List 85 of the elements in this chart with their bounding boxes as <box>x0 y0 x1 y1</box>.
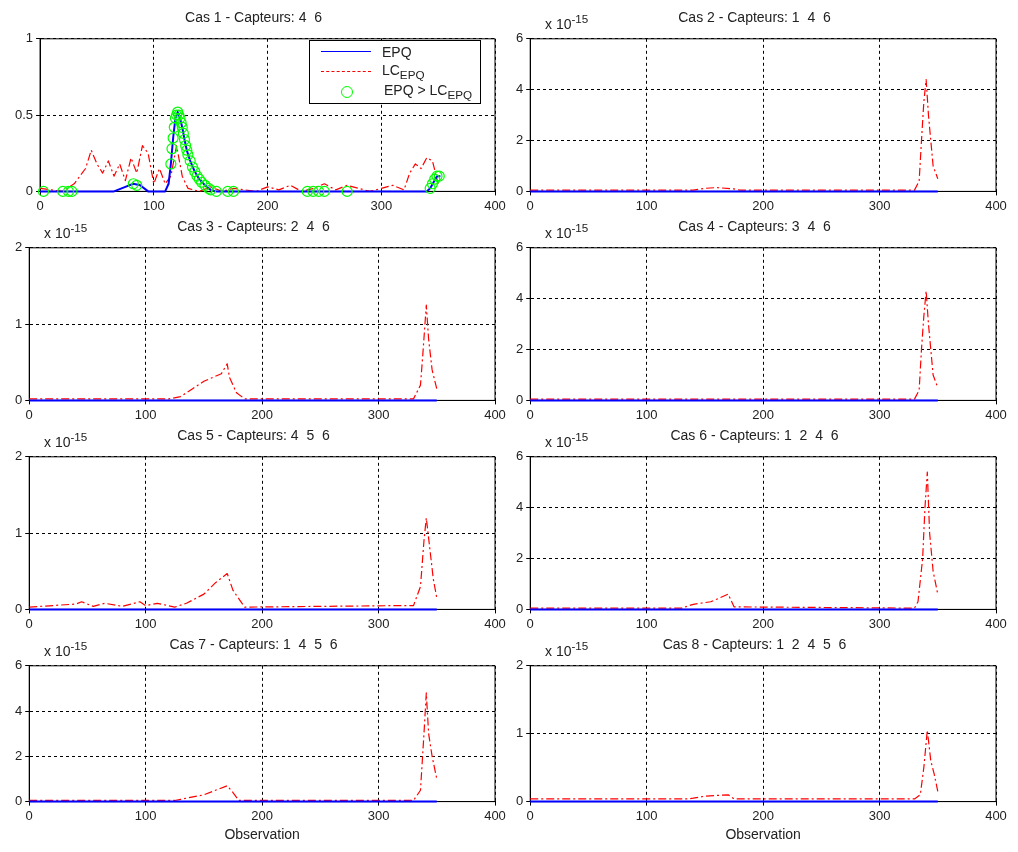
x-tick-label: 0 <box>526 615 534 631</box>
y-tick-label: 0 <box>516 600 524 616</box>
y-tick-label: 0 <box>516 391 524 407</box>
x-tick-label: 100 <box>635 807 658 823</box>
y-tick-label: 2 <box>516 657 524 673</box>
text: x 10$^{-15}$ <box>545 221 589 241</box>
chart-title: Cas 6 - Capteurs: 1 2 4 6 <box>670 427 839 444</box>
x-tick-label: 200 <box>251 615 273 631</box>
x-tick-label: 100 <box>134 406 157 422</box>
x-tick-label: 200 <box>752 807 774 823</box>
x-tick-label: 400 <box>484 615 506 631</box>
x-tick-label: 300 <box>367 615 390 631</box>
text: x 10$^{-15}$ <box>44 221 88 241</box>
y-tick-label: 6 <box>516 30 524 46</box>
x-tick-label: 0 <box>526 197 534 213</box>
y-tick-label: 6 <box>516 239 524 255</box>
x-tick-label: 100 <box>134 807 157 823</box>
legend-label: EPQ > LC$_{EPQ}$ <box>383 82 472 102</box>
y-tick-label: 0.5 <box>14 106 34 122</box>
y-tick-label: 2 <box>15 448 23 464</box>
text: x 10$^{-15}$ <box>44 639 88 659</box>
x-tick-label: 200 <box>752 406 774 422</box>
x-tick-label: 200 <box>251 807 273 823</box>
chart-title: Cas 2 - Capteurs: 1 4 6 <box>678 9 831 26</box>
x-tick-label: 400 <box>985 406 1007 422</box>
x-tick-label: 400 <box>484 406 506 422</box>
y-tick-label: 0 <box>15 793 23 809</box>
y-tick-label: 1 <box>15 524 23 540</box>
x-tick-label: 200 <box>752 197 774 213</box>
chart-title: Cas 8 - Capteurs: 1 2 4 5 6 <box>662 636 847 653</box>
x-tick-label: 300 <box>868 615 891 631</box>
y-tick-label: 2 <box>516 341 524 357</box>
y-tick-label: 2 <box>15 239 23 255</box>
chart-title: Cas 7 - Capteurs: 1 4 5 6 <box>169 636 338 653</box>
x-tick-label: 300 <box>367 807 390 823</box>
x-axis-title: Observation <box>725 826 801 843</box>
y-tick-label: 1 <box>15 315 23 331</box>
y-tick-label: 6 <box>516 448 524 464</box>
x-tick-label: 100 <box>635 197 658 213</box>
chart-title: Cas 3 - Capteurs: 2 4 6 <box>177 218 330 235</box>
text: x 10$^{-15}$ <box>545 430 589 450</box>
x-tick-label: 400 <box>484 197 506 213</box>
y-tick-label: 0 <box>516 182 524 198</box>
y-tick-label: 4 <box>516 81 524 97</box>
x-tick-label: 300 <box>868 197 891 213</box>
legend-label: EPQ <box>381 43 412 60</box>
y-tick-label: 4 <box>516 499 524 515</box>
y-tick-label: 0 <box>15 600 23 616</box>
y-tick-label: 4 <box>15 702 23 718</box>
x-tick-label: 400 <box>985 807 1007 823</box>
chart-title: Cas 5 - Capteurs: 4 5 6 <box>177 427 330 444</box>
x-tick-label: 100 <box>134 615 157 631</box>
y-tick-label: 1 <box>25 30 34 46</box>
x-tick-label: 0 <box>526 406 534 422</box>
y-tick-label: 2 <box>516 550 524 566</box>
x-tick-label: 200 <box>752 615 774 631</box>
y-tick-label: 2 <box>516 132 524 148</box>
text: x 10$^{-15}$ <box>545 639 589 659</box>
x-tick-label: 400 <box>985 197 1007 213</box>
x-tick-label: 300 <box>868 406 891 422</box>
x-tick-label: 300 <box>868 807 891 823</box>
y-tick-label: 6 <box>15 657 23 673</box>
x-axis-title: Observation <box>224 826 300 843</box>
y-tick-label: 2 <box>15 747 23 763</box>
y-tick-label: 0 <box>15 391 23 407</box>
x-tick-label: 100 <box>635 406 658 422</box>
y-tick-label: 4 <box>516 290 524 306</box>
y-tick-label: 0 <box>516 793 524 809</box>
chart-title: Cas 1 - Capteurs: 4 6 <box>185 9 323 26</box>
x-tick-label: 100 <box>142 197 165 213</box>
x-tick-label: 0 <box>36 197 44 213</box>
x-tick-label: 300 <box>370 197 393 213</box>
legend-label: LC$_{EPQ}$ <box>381 62 425 82</box>
x-tick-label: 100 <box>635 615 658 631</box>
chart-title: Cas 4 - Capteurs: 3 4 6 <box>678 218 831 235</box>
y-tick-label: 0 <box>25 182 34 198</box>
text: x 10$^{-15}$ <box>545 12 589 32</box>
x-tick-label: 0 <box>526 807 534 823</box>
x-tick-label: 400 <box>985 615 1007 631</box>
x-tick-label: 200 <box>256 197 279 213</box>
y-tick-label: 1 <box>516 725 524 741</box>
x-tick-label: 300 <box>367 406 390 422</box>
x-tick-label: 200 <box>251 406 273 422</box>
x-tick-label: 400 <box>484 807 506 823</box>
text: x 10$^{-15}$ <box>44 430 88 450</box>
